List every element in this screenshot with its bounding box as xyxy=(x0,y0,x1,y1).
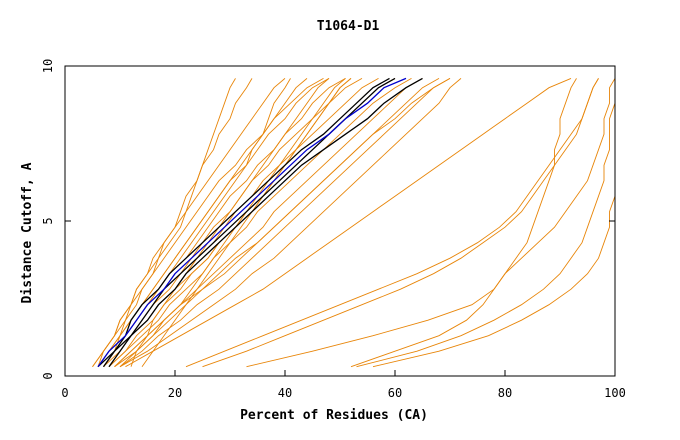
y-axis-label: Distance Cutoff, A xyxy=(20,162,35,303)
series-line-18 xyxy=(125,77,572,368)
y-tick-label: 10 xyxy=(41,59,55,73)
series-line-23 xyxy=(356,78,616,368)
series-line-24 xyxy=(372,78,616,368)
chart-title: T1064-D1 xyxy=(317,19,380,34)
highlight-line-black-3 xyxy=(108,77,423,368)
x-tick-label: 80 xyxy=(498,386,512,400)
series-line-15 xyxy=(103,78,291,367)
series-line-22 xyxy=(350,78,616,368)
series-line-21 xyxy=(246,78,577,368)
x-tick-label: 40 xyxy=(278,386,292,400)
series-line-5 xyxy=(103,78,363,367)
x-axis-label: Percent of Residues (CA) xyxy=(240,408,428,423)
highlight-layer xyxy=(97,77,423,368)
x-tick-label: 100 xyxy=(604,386,626,400)
plot-frame xyxy=(64,65,616,377)
x-tick-label: 0 xyxy=(61,386,68,400)
highlight-line-black-2 xyxy=(97,77,390,368)
series-line-14 xyxy=(97,78,253,367)
x-tick-label: 20 xyxy=(168,386,182,400)
series-layer xyxy=(92,77,616,368)
series-line-13 xyxy=(97,78,236,367)
series-line-28 xyxy=(119,78,346,368)
series-line-20 xyxy=(202,78,599,368)
y-tick-label: 0 xyxy=(41,372,55,379)
series-line-8 xyxy=(108,78,412,368)
y-tick-label: 5 xyxy=(41,217,55,224)
series-line-19 xyxy=(185,78,599,368)
series-line-1 xyxy=(92,78,324,367)
series-line-26 xyxy=(141,78,352,367)
x-tick-label: 60 xyxy=(388,386,402,400)
series-line-11 xyxy=(119,78,451,368)
ticks-layer: 0 20 40 60 80 100 0 5 10 xyxy=(41,59,626,400)
series-line-25 xyxy=(130,78,330,367)
highlight-line-blue-4 xyxy=(97,77,407,368)
series-line-12 xyxy=(119,78,462,368)
